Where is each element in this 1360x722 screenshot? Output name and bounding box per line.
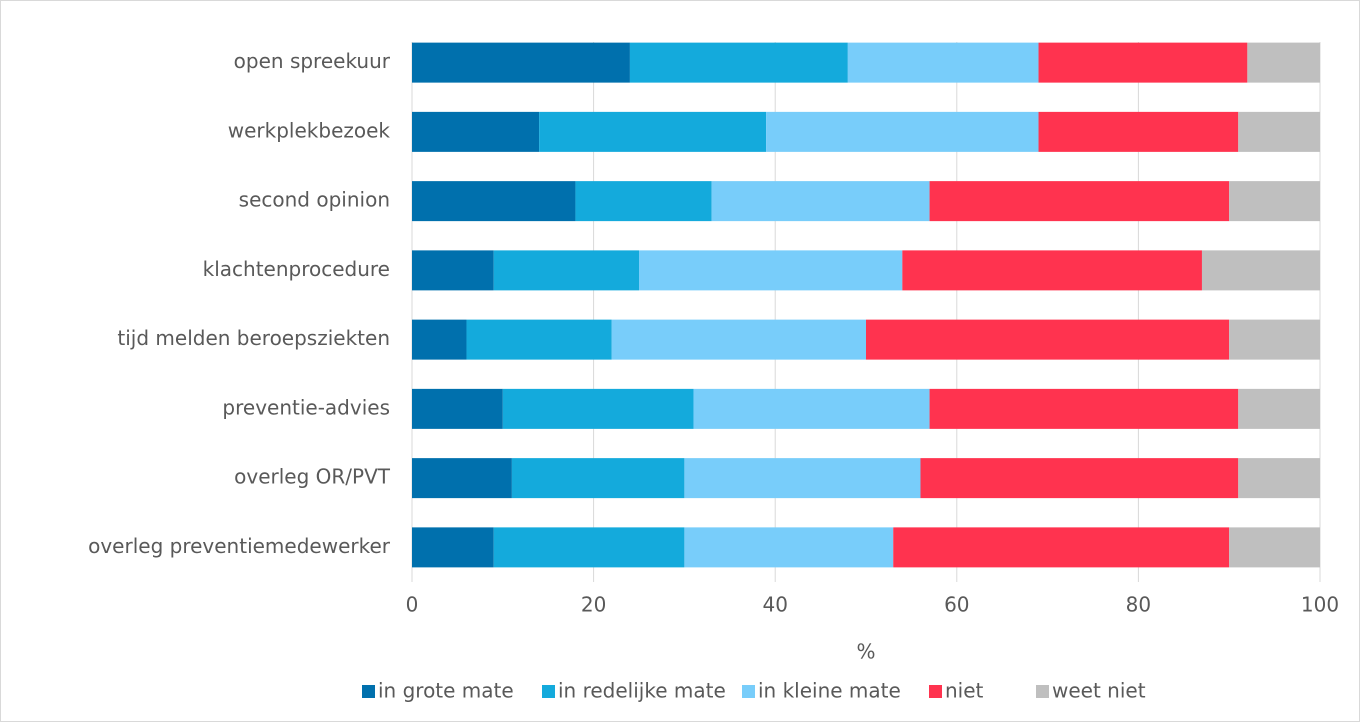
bar-segment [412, 181, 576, 222]
x-tick-label: 100 [1301, 593, 1339, 617]
x-tick-label: 20 [581, 593, 606, 617]
bar-segment [1038, 42, 1248, 83]
bar-segment [502, 388, 694, 429]
bar-segment [866, 319, 1230, 360]
legend-swatch [542, 685, 555, 698]
legend-label: in grote mate [378, 679, 514, 703]
bar-segment [1247, 42, 1320, 83]
legend-label: niet [945, 679, 984, 703]
bar-segment [412, 319, 467, 360]
bar-segment [929, 181, 1230, 222]
x-tick-label: 0 [406, 593, 419, 617]
legend-swatch [1036, 685, 1049, 698]
bar-segment [1238, 388, 1320, 429]
bar-segment [711, 181, 930, 222]
bar-segment [1238, 111, 1320, 152]
y-tick-label: open spreekuur [234, 49, 391, 73]
bar-segment [684, 458, 921, 499]
bar-segment [902, 250, 1202, 291]
bar-segment [412, 42, 630, 83]
legend-label: in kleine mate [758, 679, 901, 703]
bar-segment [847, 42, 1039, 83]
bar-segment [893, 527, 1230, 568]
bar-segment [639, 250, 903, 291]
y-tick-label: second opinion [239, 188, 390, 212]
bar-segment [1238, 458, 1320, 499]
bar-segment [511, 458, 685, 499]
bar-segment [684, 527, 894, 568]
bar-segment [629, 42, 848, 83]
bar-segment [412, 250, 494, 291]
legend-label: weet niet [1052, 679, 1146, 703]
bar-segment [412, 388, 503, 429]
x-tick-label: 40 [762, 593, 787, 617]
x-tick-label: 60 [944, 593, 969, 617]
bar-segment [1229, 181, 1320, 222]
bar-segment [929, 388, 1239, 429]
bar-segment [1038, 111, 1239, 152]
y-tick-label: klachtenprocedure [203, 257, 390, 281]
bar-segment [1229, 527, 1320, 568]
bar-segment [493, 250, 639, 291]
y-tick-label: overleg OR/PVT [234, 465, 391, 489]
legend-label: in redelijke mate [558, 679, 726, 703]
bar-segment [466, 319, 612, 360]
bar-segment [493, 527, 685, 568]
y-tick-label: overleg preventiemedewerker [88, 534, 391, 558]
x-tick-label: 80 [1126, 593, 1151, 617]
legend-swatch [742, 685, 755, 698]
legend-swatch [929, 685, 942, 698]
x-axis-label: % [856, 640, 875, 664]
bar-segment [611, 319, 866, 360]
y-tick-label: preventie-advies [222, 395, 390, 419]
bar-segment [693, 388, 930, 429]
y-tick-label: tijd melden beroepsziekten [117, 326, 390, 350]
bar-segment [920, 458, 1239, 499]
bar-segment [412, 111, 540, 152]
bar-segment [575, 181, 712, 222]
bar-segment [412, 458, 512, 499]
bar-segment [766, 111, 1039, 152]
bar-segment [1201, 250, 1320, 291]
bar-segment [1229, 319, 1320, 360]
y-tick-label: werkplekbezoek [228, 118, 391, 142]
legend-swatch [362, 685, 375, 698]
bar-segment [539, 111, 767, 152]
bar-segment [412, 527, 494, 568]
